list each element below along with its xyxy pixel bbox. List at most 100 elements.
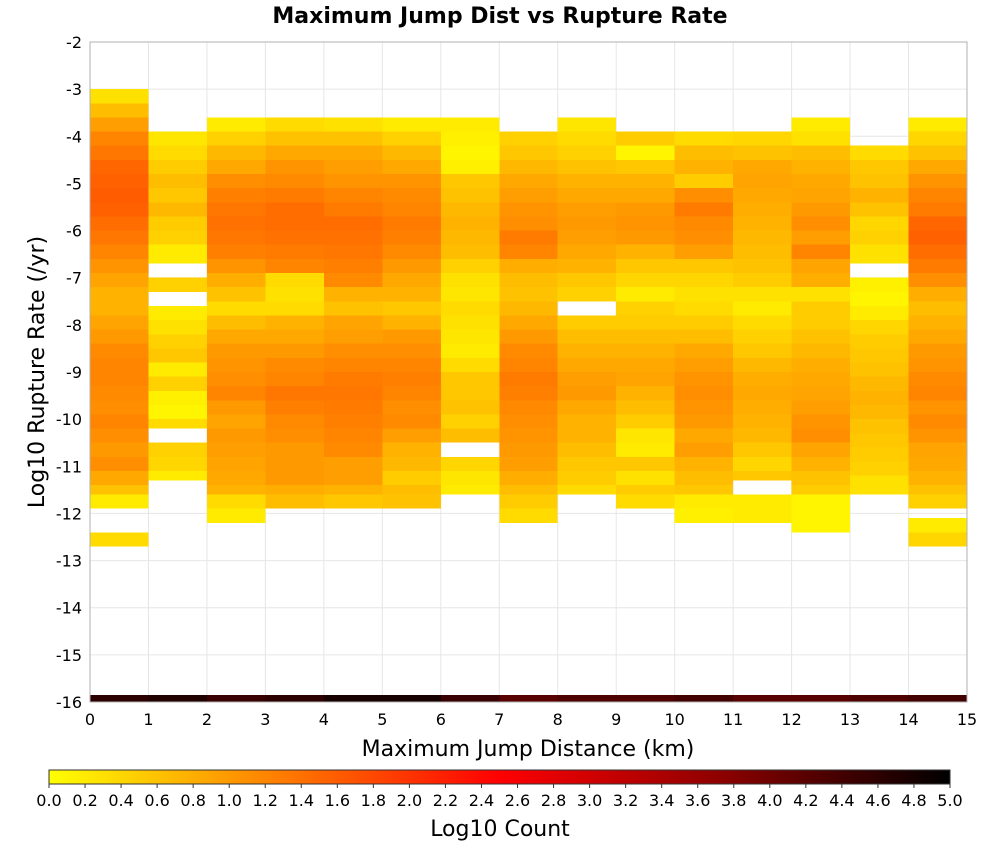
heatmap-cell — [440, 301, 500, 316]
colorbar-tick-label: 4.2 — [793, 791, 818, 810]
colorbar-tick-label: 3.2 — [613, 791, 638, 810]
chart-title: Maximum Jump Dist vs Rupture Rate — [272, 4, 727, 29]
heatmap-cell — [90, 216, 149, 231]
heatmap-cell — [382, 244, 441, 259]
heatmap-cell — [90, 471, 149, 486]
heatmap-cell — [148, 131, 207, 146]
y-tick-label: -13 — [56, 552, 82, 571]
heatmap-cell — [90, 532, 149, 547]
colorbar-tick-label: 4.0 — [757, 791, 782, 810]
heatmap-cell — [382, 273, 441, 288]
heatmap-cell — [908, 159, 967, 174]
heatmap-cell — [674, 508, 734, 523]
colorbar-tick-label: 3.8 — [721, 791, 746, 810]
heatmap-cell — [674, 400, 734, 415]
heatmap-cell — [265, 357, 324, 372]
heatmap-cell — [557, 329, 617, 344]
heatmap-cell — [440, 471, 500, 486]
heatmap-cell — [616, 216, 675, 231]
heatmap-cell — [382, 216, 441, 231]
heatmap-cell — [908, 145, 967, 160]
heatmap-cell — [908, 386, 967, 401]
heatmap-cell — [382, 301, 441, 316]
heatmap-cell — [791, 471, 851, 486]
heatmap-cell — [499, 329, 558, 344]
heatmap-cell — [382, 442, 441, 457]
heatmap-cell — [674, 174, 734, 189]
heatmap-cell — [90, 145, 149, 160]
heatmap-cell — [908, 471, 967, 486]
heatmap-cell — [733, 188, 792, 203]
heatmap-cell — [791, 301, 851, 316]
heatmap-cell — [674, 386, 734, 401]
heatmap-cell — [499, 471, 558, 486]
heatmap-cell — [499, 258, 558, 273]
heatmap-cell — [499, 442, 558, 457]
heatmap-cell — [733, 244, 792, 259]
heatmap-cell — [616, 471, 675, 486]
heatmap-cell — [265, 494, 324, 509]
heatmap-cell — [323, 442, 383, 457]
heatmap-cell — [265, 301, 324, 316]
heatmap-cell — [148, 202, 207, 217]
heatmap-cell — [265, 400, 324, 415]
colorbar-tick-label: 1.8 — [361, 791, 386, 810]
heatmap-cell — [674, 244, 734, 259]
heatmap-cell — [616, 343, 675, 358]
heatmap-cell — [265, 230, 324, 245]
x-tick-label: 0 — [85, 710, 95, 729]
heatmap-cell — [674, 230, 734, 245]
heatmap-cell — [499, 414, 558, 429]
heatmap-cell — [674, 131, 734, 146]
heatmap-cell — [382, 400, 441, 415]
heatmap-cell — [265, 258, 324, 273]
y-tick-label: -11 — [56, 457, 82, 476]
heatmap-cell — [90, 174, 149, 189]
heatmap-cell — [90, 273, 149, 288]
heatmap-cell — [206, 174, 266, 189]
heatmap-cell — [323, 485, 383, 495]
heatmap-cell — [733, 494, 792, 509]
heatmap-cell — [791, 216, 851, 231]
y-tick-label: -12 — [56, 504, 82, 523]
heatmap-cell — [265, 343, 324, 358]
heatmap-cell — [499, 357, 558, 372]
y-tick-label: -5 — [66, 174, 82, 193]
heatmap-cell — [908, 117, 967, 132]
heatmap-cell — [616, 202, 675, 217]
heatmap-cell — [674, 343, 734, 358]
heatmap-cell — [90, 89, 149, 104]
heatmap-cell — [382, 188, 441, 203]
heatmap-cell — [557, 471, 617, 486]
heatmap-cell — [323, 343, 383, 358]
heatmap-cells — [90, 89, 967, 702]
heatmap-cell — [265, 456, 324, 471]
heatmap-cell — [733, 131, 792, 146]
heatmap-cell — [499, 159, 558, 174]
heatmap-cell — [90, 287, 149, 302]
heatmap-cell — [440, 273, 500, 288]
heatmap-cell — [908, 442, 967, 457]
heatmap-cell — [148, 174, 207, 189]
heatmap-cell — [440, 244, 500, 259]
colorbar-tick-label: 2.8 — [541, 791, 566, 810]
heatmap-cell — [440, 329, 500, 344]
heatmap-cell — [440, 117, 500, 132]
heatmap-cell — [440, 287, 500, 302]
heatmap-cell — [791, 174, 851, 189]
heatmap-cell — [206, 216, 266, 231]
heatmap-cell — [557, 315, 617, 330]
heatmap-cell — [323, 494, 383, 509]
y-tick-label: -9 — [66, 363, 82, 382]
colorbar-tick-label: 0.6 — [144, 791, 169, 810]
heatmap-cell — [674, 329, 734, 344]
heatmap-cell — [323, 159, 383, 174]
heatmap-cell — [791, 372, 851, 387]
heatmap-cell — [674, 258, 734, 273]
heatmap-cell — [265, 202, 324, 217]
heatmap-cell — [733, 174, 792, 189]
heatmap-cell — [791, 456, 851, 471]
heatmap-cell — [206, 145, 266, 160]
heatmap-cell — [674, 216, 734, 231]
heatmap-cell — [206, 202, 266, 217]
